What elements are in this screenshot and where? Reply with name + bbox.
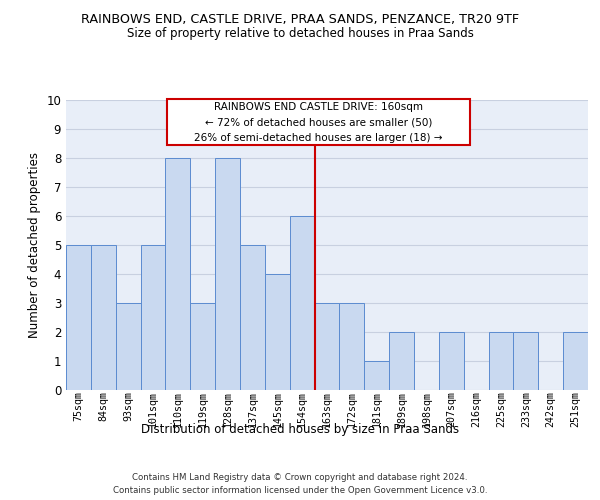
Bar	[116, 303, 140, 390]
Bar	[66, 245, 91, 390]
Bar	[91, 245, 116, 390]
Bar	[140, 245, 166, 390]
Bar	[563, 332, 588, 390]
Bar	[240, 245, 265, 390]
Text: Size of property relative to detached houses in Praa Sands: Size of property relative to detached ho…	[127, 28, 473, 40]
Y-axis label: Number of detached properties: Number of detached properties	[28, 152, 41, 338]
Bar	[265, 274, 290, 390]
Bar	[166, 158, 190, 390]
Text: Distribution of detached houses by size in Praa Sands: Distribution of detached houses by size …	[141, 422, 459, 436]
Bar	[190, 303, 215, 390]
Bar	[314, 303, 340, 390]
Bar	[514, 332, 538, 390]
Text: RAINBOWS END, CASTLE DRIVE, PRAA SANDS, PENZANCE, TR20 9TF: RAINBOWS END, CASTLE DRIVE, PRAA SANDS, …	[81, 12, 519, 26]
Bar	[215, 158, 240, 390]
Bar	[290, 216, 314, 390]
Bar	[389, 332, 414, 390]
Bar	[439, 332, 464, 390]
FancyBboxPatch shape	[167, 100, 470, 145]
Bar	[488, 332, 514, 390]
Bar	[340, 303, 364, 390]
Text: RAINBOWS END CASTLE DRIVE: 160sqm
← 72% of detached houses are smaller (50)
26% : RAINBOWS END CASTLE DRIVE: 160sqm ← 72% …	[194, 102, 443, 143]
Text: Contains HM Land Registry data © Crown copyright and database right 2024.
Contai: Contains HM Land Registry data © Crown c…	[113, 474, 487, 495]
Bar	[364, 361, 389, 390]
